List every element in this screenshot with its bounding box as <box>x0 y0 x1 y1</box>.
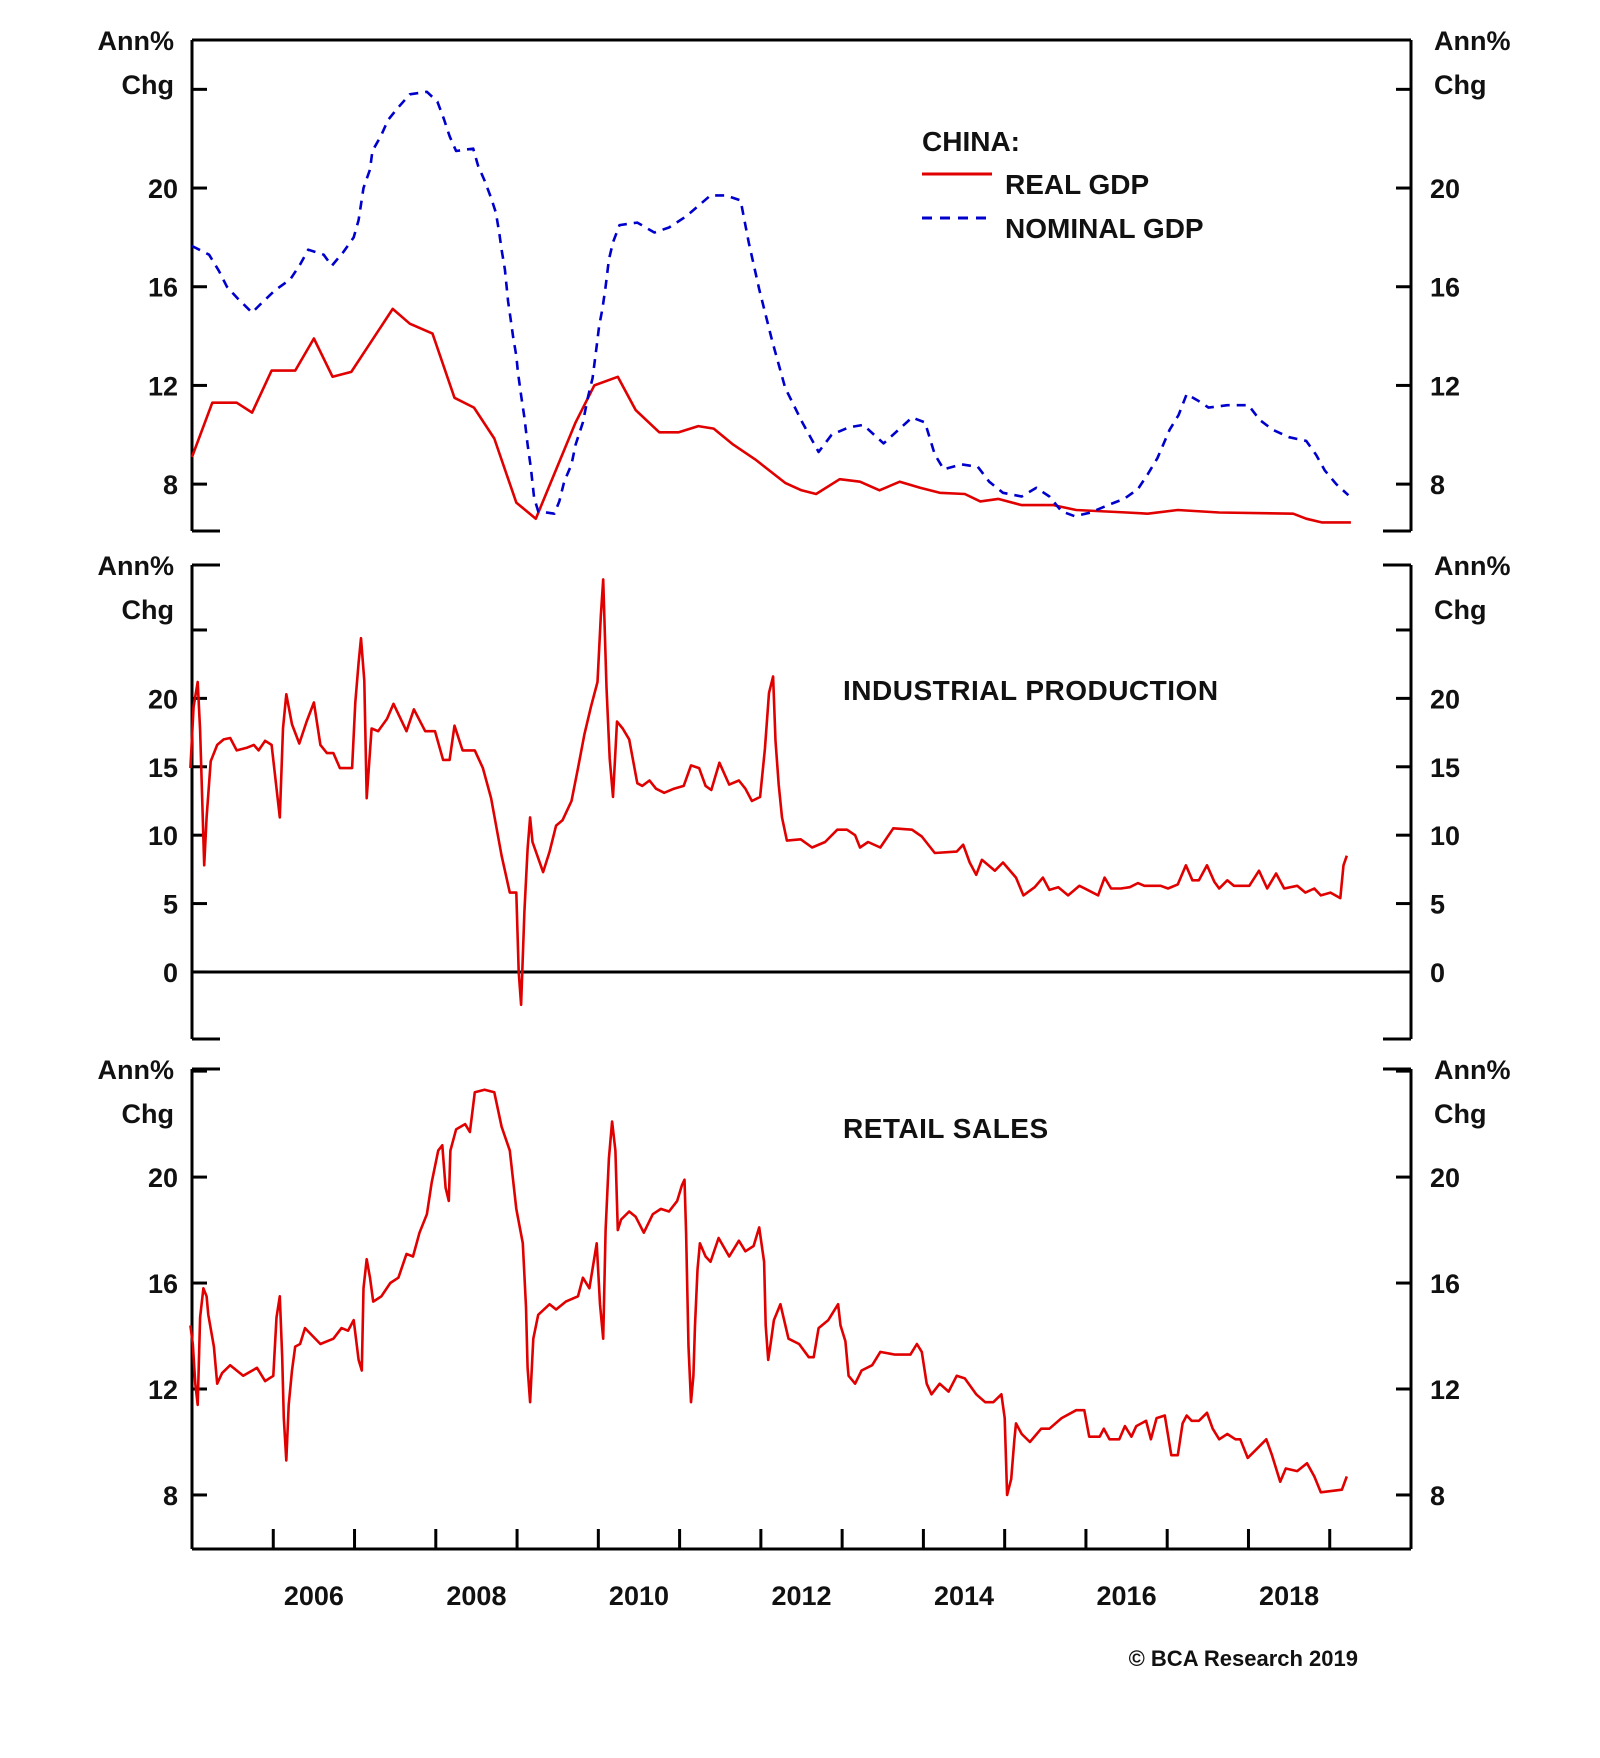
y-unit-label-left: Chg <box>122 595 174 625</box>
x-tick-label: 2010 <box>609 1581 669 1611</box>
y-tick-label-left: 5 <box>163 890 178 920</box>
y-tick-label-left: 10 <box>148 821 178 851</box>
y-tick-label-left: 20 <box>148 1163 178 1193</box>
y-tick-label-right: 20 <box>1430 684 1460 714</box>
y-tick-label-right: 12 <box>1430 1375 1460 1405</box>
y-unit-label-left: Ann% <box>98 1055 175 1085</box>
y-unit-label-right: Chg <box>1434 595 1486 625</box>
y-tick-label-right: 0 <box>1430 958 1445 988</box>
y-tick-label-right: 16 <box>1430 1269 1460 1299</box>
y-unit-label-left: Ann% <box>98 26 175 56</box>
y-unit-label-right: Ann% <box>1434 1055 1511 1085</box>
x-tick-label: 2016 <box>1097 1581 1157 1611</box>
legend-title: CHINA: <box>922 126 1020 157</box>
y-tick-label-left: 16 <box>148 1269 178 1299</box>
x-tick-label: 2018 <box>1259 1581 1319 1611</box>
retail-sales-line <box>189 1088 1349 1497</box>
y-unit-label-right: Chg <box>1434 1099 1486 1129</box>
y-tick-label-right: 5 <box>1430 890 1445 920</box>
nominal-gdp-line <box>191 90 1350 518</box>
x-tick-label: 2008 <box>446 1581 506 1611</box>
y-tick-label-right: 16 <box>1430 273 1460 303</box>
y-tick-label-left: 8 <box>163 1481 178 1511</box>
axis-ticks <box>192 87 1411 1549</box>
y-tick-label-right: 10 <box>1430 821 1460 851</box>
panel-title-retail-sales: RETAIL SALES <box>843 1113 1049 1144</box>
copyright-notice: © BCA Research 2019 <box>1129 1646 1358 1671</box>
y-tick-label-left: 15 <box>148 753 178 783</box>
x-tick-label: 2014 <box>934 1581 994 1611</box>
y-tick-label-right: 8 <box>1430 470 1445 500</box>
y-unit-label-left: Ann% <box>98 551 175 581</box>
real-gdp-line <box>190 307 1351 524</box>
y-tick-label-left: 12 <box>148 1375 178 1405</box>
y-unit-label-right: Chg <box>1434 70 1486 100</box>
legend: CHINA: REAL GDP NOMINAL GDP <box>922 126 1204 244</box>
y-tick-label-right: 20 <box>1430 1163 1460 1193</box>
y-tick-label-right: 15 <box>1430 753 1460 783</box>
y-unit-label-left: Chg <box>122 1099 174 1129</box>
x-tick-label: 2006 <box>284 1581 344 1611</box>
axis-tick-labels: 8 8 12 12 16 16 20 20 Ann% Chg Ann% Chg 0 0 5 5 10 10 15 15… <box>98 26 1511 1611</box>
panel-frames <box>190 38 1413 1551</box>
y-unit-label-right: Ann% <box>1434 26 1511 56</box>
x-tick-label: 2012 <box>771 1581 831 1611</box>
industrial-production-line <box>189 578 1349 1007</box>
y-tick-label-left: 12 <box>148 371 178 401</box>
data-series <box>189 90 1351 1497</box>
y-tick-label-left: 20 <box>148 684 178 714</box>
y-tick-label-right: 8 <box>1430 1481 1445 1511</box>
legend-label-real-gdp: REAL GDP <box>1005 169 1149 200</box>
legend-label-nominal-gdp: NOMINAL GDP <box>1005 213 1204 244</box>
panel-title-industrial-production: INDUSTRIAL PRODUCTION <box>843 675 1219 706</box>
y-tick-label-left: 0 <box>163 958 178 988</box>
y-tick-label-left: 8 <box>163 470 178 500</box>
y-tick-label-right: 20 <box>1430 174 1460 204</box>
y-tick-label-left: 20 <box>148 174 178 204</box>
y-tick-label-left: 16 <box>148 273 178 303</box>
y-unit-label-right: Ann% <box>1434 551 1511 581</box>
y-tick-label-right: 12 <box>1430 371 1460 401</box>
y-unit-label-left: Chg <box>122 70 174 100</box>
